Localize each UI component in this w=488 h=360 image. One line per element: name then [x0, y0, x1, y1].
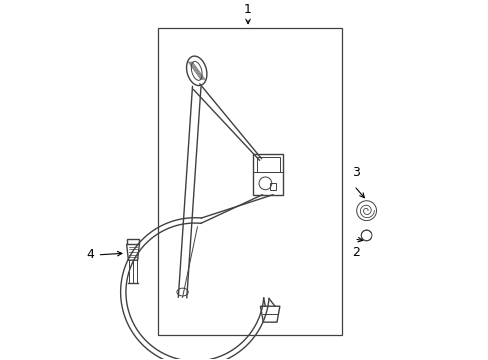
Bar [253, 154, 283, 195]
Text: 2: 2 [352, 246, 360, 259]
Bar [269, 184, 276, 190]
Bar [126, 239, 139, 244]
Text: 1: 1 [244, 3, 251, 16]
Bar [256, 157, 279, 171]
Text: 3: 3 [352, 166, 360, 179]
Bar [158, 28, 341, 334]
Text: 4: 4 [86, 248, 94, 261]
